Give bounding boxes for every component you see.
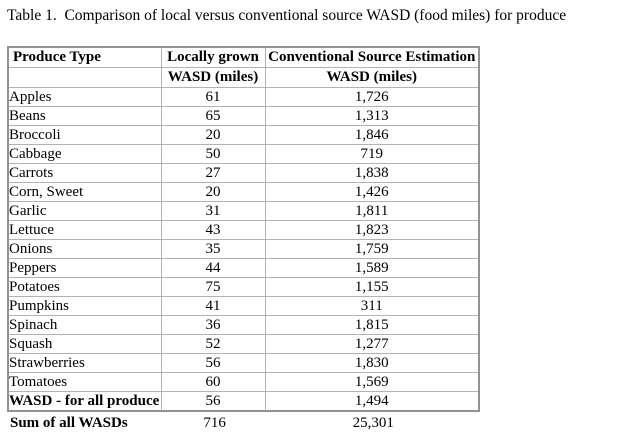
table-row: Broccoli 20 1,846 — [7, 125, 480, 145]
header-locally-grown: Locally grown — [160, 46, 266, 68]
produce-cell: Lettuce — [7, 220, 162, 240]
value-cell: 1,846 — [264, 125, 480, 145]
value-cell: 43 — [160, 220, 266, 240]
value-cell: 1,811 — [264, 201, 480, 221]
sum-row-label: Sum of all WASDs — [10, 415, 128, 431]
header-row-1: Produce Type Locally grown Conventional … — [7, 46, 480, 68]
produce-cell: Onions — [7, 239, 162, 259]
header-row-2: WASD (miles) WASD (miles) — [7, 67, 480, 88]
table-row: Onions 35 1,759 — [7, 239, 480, 259]
produce-cell: Beans — [7, 106, 162, 126]
value-cell: 20 — [160, 125, 266, 145]
produce-cell: Apples — [7, 87, 162, 107]
produce-cell: Strawberries — [7, 353, 162, 373]
value-cell: 41 — [160, 296, 266, 316]
produce-table-container: Produce Type Locally grown Conventional … — [7, 46, 480, 412]
value-cell: 1,815 — [264, 315, 480, 335]
summary-bordered-rows: WASD - for all produce 56 1,494 — [7, 391, 480, 412]
value-cell: 27 — [160, 163, 266, 183]
table-row: Pumpkins 41 311 — [7, 296, 480, 316]
sum-row-local-value: 716 — [203, 415, 226, 431]
table-row: Potatoes 75 1,155 — [7, 277, 480, 297]
produce-cell: Carrots — [7, 163, 162, 183]
produce-table: Produce Type Locally grown Conventional … — [7, 46, 480, 412]
header-empty-cell — [7, 67, 162, 88]
value-cell: 65 — [160, 106, 266, 126]
value-cell: 1,830 — [264, 353, 480, 373]
header-conventional-source: Conventional Source Estimation — [264, 46, 480, 68]
produce-rows: Apples 61 1,726 Beans 65 1,313 Broccoli 20 1,846… — [7, 87, 480, 392]
header-produce-type: Produce Type — [7, 46, 162, 68]
value-cell: 61 — [160, 87, 266, 107]
wasd-all-produce-row: WASD - for all produce 56 1,494 — [7, 391, 480, 412]
value-cell: 52 — [160, 334, 266, 354]
table-row: Spinach 36 1,815 — [7, 315, 480, 335]
header-local-wasd-miles: WASD (miles) — [160, 67, 266, 88]
table-row: Apples 61 1,726 — [7, 87, 480, 107]
produce-cell: Spinach — [7, 315, 162, 335]
produce-cell: Garlic — [7, 201, 162, 221]
value-cell: 1,155 — [264, 277, 480, 297]
value-cell: 1,426 — [264, 182, 480, 202]
wasd-all-produce-local-value: 56 — [160, 391, 266, 412]
value-cell: 1,823 — [264, 220, 480, 240]
value-cell: 75 — [160, 277, 266, 297]
value-cell: 20 — [160, 182, 266, 202]
produce-cell: Broccoli — [7, 125, 162, 145]
value-cell: 1,838 — [264, 163, 480, 183]
produce-cell: Tomatoes — [7, 372, 162, 392]
value-cell: 1,313 — [264, 106, 480, 126]
value-cell: 60 — [160, 372, 266, 392]
value-cell: 1,589 — [264, 258, 480, 278]
table-row: Lettuce 43 1,823 — [7, 220, 480, 240]
value-cell: 56 — [160, 353, 266, 373]
value-cell: 1,277 — [264, 334, 480, 354]
sum-row-conventional-value: 25,301 — [352, 415, 394, 431]
value-cell: 1,759 — [264, 239, 480, 259]
table-row: Tomatoes 60 1,569 — [7, 372, 480, 392]
sum-of-all-wasds-row: Sum of all WASDs 716 25,301 — [7, 414, 480, 432]
wasd-all-produce-label: WASD - for all produce — [7, 391, 162, 412]
value-cell: 31 — [160, 201, 266, 221]
produce-cell: Peppers — [7, 258, 162, 278]
produce-cell: Pumpkins — [7, 296, 162, 316]
table-row: Corn, Sweet 20 1,426 — [7, 182, 480, 202]
value-cell: 1,726 — [264, 87, 480, 107]
table-row: Carrots 27 1,838 — [7, 163, 480, 183]
produce-cell: Squash — [7, 334, 162, 354]
value-cell: 1,569 — [264, 372, 480, 392]
value-cell: 50 — [160, 144, 266, 164]
wasd-all-produce-conventional-value: 1,494 — [264, 391, 480, 412]
table-header: Produce Type Locally grown Conventional … — [7, 46, 480, 88]
value-cell: 44 — [160, 258, 266, 278]
produce-cell: Cabbage — [7, 144, 162, 164]
table-row: Strawberries 56 1,830 — [7, 353, 480, 373]
table-row: Cabbage 50 719 — [7, 144, 480, 164]
header-conventional-wasd-miles: WASD (miles) — [264, 67, 480, 88]
value-cell: 311 — [264, 296, 480, 316]
produce-cell: Potatoes — [7, 277, 162, 297]
value-cell: 719 — [264, 144, 480, 164]
table-row: Garlic 31 1,811 — [7, 201, 480, 221]
value-cell: 35 — [160, 239, 266, 259]
table-row: Peppers 44 1,589 — [7, 258, 480, 278]
value-cell: 36 — [160, 315, 266, 335]
produce-cell: Corn, Sweet — [7, 182, 162, 202]
table-title: Table 1. Comparison of local versus conv… — [7, 7, 567, 24]
table-row: Beans 65 1,313 — [7, 106, 480, 126]
table-row: Squash 52 1,277 — [7, 334, 480, 354]
